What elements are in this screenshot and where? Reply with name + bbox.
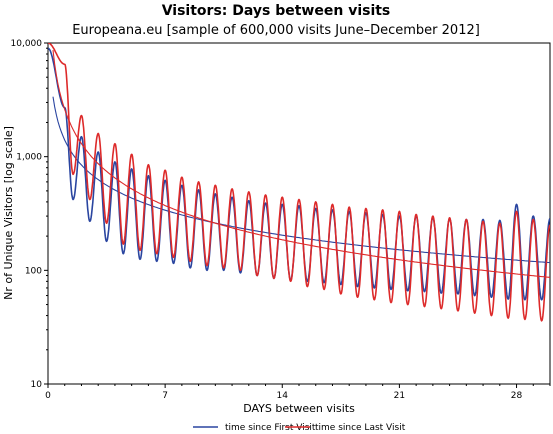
series-2	[48, 43, 550, 322]
chart-title: Visitors: Days between visits	[162, 3, 391, 19]
legend-label-last-visit: time since Last Visit	[315, 423, 406, 433]
series-1	[48, 47, 550, 301]
trend-line-2	[52, 50, 550, 278]
y-axis-ticks: 10 100 1,000 10,000	[11, 39, 48, 390]
x-tick-label: 14	[277, 391, 289, 401]
y-tick-label: 1,000	[16, 153, 42, 163]
x-axis-label: DAYS between visits	[243, 402, 355, 415]
series-line-2	[48, 43, 550, 322]
trend-line-1	[52, 96, 550, 264]
y-tick-label: 100	[25, 266, 42, 276]
series-line-1	[48, 47, 550, 301]
y-tick-label: 10,000	[11, 39, 43, 49]
legend: time since First Visit time since Last V…	[193, 423, 406, 433]
y-axis-label: Nr of Unique Visitors [log scale]	[2, 126, 15, 300]
x-axis-ticks: 0 7 14 21 28	[45, 384, 551, 401]
series-layer	[48, 43, 550, 322]
x-tick-label: 28	[511, 391, 523, 401]
plot-area-border	[47, 42, 551, 385]
legend-label-first-visit: time since First Visit	[225, 423, 316, 433]
chart-subtitle: Europeana.eu [sample of 600,000 visits J…	[72, 23, 480, 38]
x-tick-label: 7	[162, 391, 168, 401]
y-tick-label: 10	[31, 380, 43, 390]
x-tick-label: 21	[394, 391, 405, 401]
x-tick-label: 0	[45, 391, 51, 401]
